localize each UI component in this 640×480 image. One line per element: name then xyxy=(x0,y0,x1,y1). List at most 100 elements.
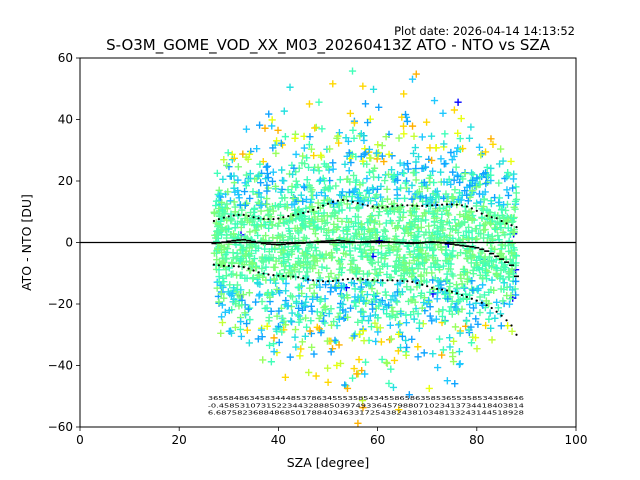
scatter-point xyxy=(259,258,267,266)
scatter-point xyxy=(420,294,429,302)
scatter-point xyxy=(277,188,285,196)
scatter-point xyxy=(422,200,430,208)
scatter-point xyxy=(486,309,494,317)
scatter-point xyxy=(359,82,367,90)
scatter-point xyxy=(360,225,368,233)
scatter-point xyxy=(272,137,281,145)
scatter-point xyxy=(370,204,378,212)
scatter-point xyxy=(307,317,315,325)
bin-lower-dot xyxy=(341,278,344,281)
scatter-point xyxy=(445,259,453,268)
scatter-point xyxy=(500,279,508,287)
scatter-point xyxy=(352,229,360,237)
scatter-point xyxy=(308,343,316,351)
x-axis-label: SZA [degree] xyxy=(287,455,370,470)
scatter-point xyxy=(272,325,280,333)
bin-lower-dot xyxy=(272,273,275,277)
scatter-point xyxy=(315,325,323,333)
scatter-point xyxy=(336,191,344,199)
scatter-point xyxy=(456,296,464,304)
scatter-point xyxy=(308,203,316,211)
scatter-point xyxy=(384,170,393,178)
scatter-point xyxy=(332,225,341,233)
scatter-point xyxy=(331,283,339,292)
scatter-point xyxy=(428,269,436,277)
scatter-point xyxy=(492,256,500,264)
scatter-point xyxy=(223,216,231,224)
scatter-point xyxy=(327,213,335,221)
scatter-point xyxy=(432,201,440,209)
scatter-point xyxy=(248,259,256,267)
scatter-point xyxy=(313,224,321,232)
scatter-point xyxy=(294,304,303,312)
scatter-point xyxy=(338,217,346,226)
bin-lower-dot xyxy=(406,280,409,283)
scatter-point xyxy=(314,163,322,171)
scatter-point xyxy=(476,308,484,317)
scatter-point xyxy=(430,214,438,222)
scatter-point xyxy=(478,265,487,273)
scatter-point xyxy=(356,181,364,189)
scatter-point xyxy=(271,202,279,210)
scatter-point xyxy=(366,242,374,251)
scatter-point xyxy=(220,210,228,218)
scatter-point xyxy=(269,207,277,215)
scatter-point xyxy=(237,332,245,341)
bin-lower-dot xyxy=(312,279,315,282)
scatter-point xyxy=(383,185,391,193)
scatter-point xyxy=(460,218,468,227)
scatter-point xyxy=(343,225,351,234)
scatter-point xyxy=(329,209,337,217)
scatter-point xyxy=(215,266,223,274)
scatter-point xyxy=(426,303,434,311)
scatter-point xyxy=(382,219,390,227)
scatter-point xyxy=(327,321,336,329)
bin-lower-dot xyxy=(217,264,220,267)
scatter-point xyxy=(414,215,422,223)
scatter-point xyxy=(440,178,448,186)
bin-lower-dot xyxy=(505,319,508,322)
scatter-point xyxy=(410,256,418,265)
scatter-point xyxy=(237,255,245,263)
scatter-point xyxy=(473,235,481,243)
scatter-point xyxy=(362,149,370,157)
scatter-point xyxy=(383,310,391,318)
scatter-point xyxy=(418,164,426,173)
bin-lower-dot xyxy=(455,292,459,295)
scatter-point xyxy=(414,232,422,241)
scatter-point xyxy=(396,159,404,167)
scatter-point xyxy=(472,183,481,191)
bin-upper-dot xyxy=(336,199,340,202)
scatter-point xyxy=(296,214,304,222)
bin-upper-dot xyxy=(212,219,216,223)
y-tick-label: 40 xyxy=(58,113,73,127)
scatter-point xyxy=(280,219,288,227)
scatter-point xyxy=(374,202,383,210)
scatter-point xyxy=(441,130,449,138)
scatter-point xyxy=(374,302,383,310)
scatter-point xyxy=(504,322,512,330)
scatter-point xyxy=(268,116,276,124)
scatter-point xyxy=(318,263,326,271)
scatter-point xyxy=(485,262,493,270)
scatter-point xyxy=(323,264,331,272)
scatter-point xyxy=(301,332,309,340)
scatter-point xyxy=(412,277,420,285)
scatter-point xyxy=(257,237,265,245)
scatter-point xyxy=(396,319,404,328)
scatter-point xyxy=(374,271,382,280)
scatter-point xyxy=(395,330,403,338)
scatter-point xyxy=(440,140,448,148)
scatter-point xyxy=(418,133,426,141)
scatter-point xyxy=(329,165,337,173)
scatter-point xyxy=(221,308,229,316)
bin-lower-dot xyxy=(227,264,230,267)
scatter-point xyxy=(446,343,454,351)
scatter-point xyxy=(455,348,463,356)
scatter-point xyxy=(446,255,454,263)
scatter-point xyxy=(509,228,517,236)
scatter-point xyxy=(511,197,520,206)
scatter-point xyxy=(467,323,475,331)
scatter-point xyxy=(355,204,363,212)
scatter-point xyxy=(475,143,484,151)
